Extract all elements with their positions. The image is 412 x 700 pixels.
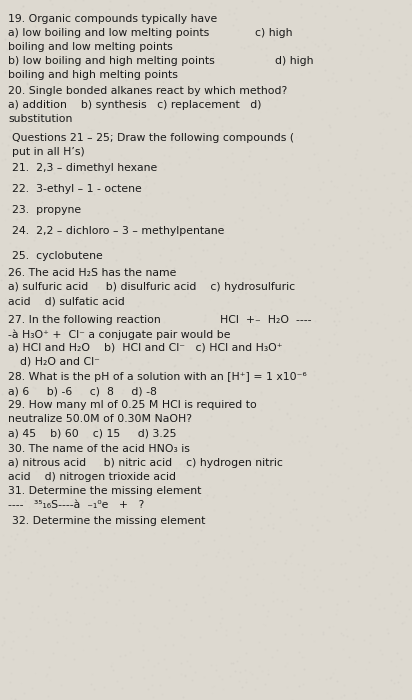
Text: a) nitrous acid     b) nitric acid    c) hydrogen nitric: a) nitrous acid b) nitric acid c) hydrog… bbox=[8, 458, 283, 468]
Text: ----   ³⁵₁₆S----à  ₋₁⁰e   +   ?: ---- ³⁵₁₆S----à ₋₁⁰e + ? bbox=[8, 500, 144, 510]
Text: 28. What is the pH of a solution with an [H⁺] = 1 x10⁻⁶: 28. What is the pH of a solution with an… bbox=[8, 372, 307, 382]
Text: 21.  2,3 – dimethyl hexane: 21. 2,3 – dimethyl hexane bbox=[12, 163, 157, 173]
Text: d) H₂O and Cl⁻: d) H₂O and Cl⁻ bbox=[20, 357, 100, 367]
Text: acid    d) nitrogen trioxide acid: acid d) nitrogen trioxide acid bbox=[8, 472, 176, 482]
Text: boiling and high melting points: boiling and high melting points bbox=[8, 70, 178, 80]
Text: c) high: c) high bbox=[255, 28, 293, 38]
Text: 27. In the following reaction: 27. In the following reaction bbox=[8, 315, 161, 325]
Text: a) HCl and H₂O    b)  HCl and Cl⁻   c) HCl and H₃O⁺: a) HCl and H₂O b) HCl and Cl⁻ c) HCl and… bbox=[8, 343, 283, 353]
Text: HCl  +₋  H₂O  ----: HCl +₋ H₂O ---- bbox=[220, 315, 311, 325]
Text: 26. The acid H₂S has the name: 26. The acid H₂S has the name bbox=[8, 268, 176, 278]
Text: 30. The name of the acid HNO₃ is: 30. The name of the acid HNO₃ is bbox=[8, 444, 190, 454]
Text: -à H₃O⁺ +  Cl⁻ a conjugate pair would be: -à H₃O⁺ + Cl⁻ a conjugate pair would be bbox=[8, 329, 230, 340]
Text: 31. Determine the missing element: 31. Determine the missing element bbox=[8, 486, 201, 496]
Text: Questions 21 – 25; Draw the following compounds (: Questions 21 – 25; Draw the following co… bbox=[12, 133, 294, 143]
Text: 24.  2,2 – dichloro – 3 – methylpentane: 24. 2,2 – dichloro – 3 – methylpentane bbox=[12, 226, 225, 236]
Text: 29. How many ml of 0.25 M HCl is required to: 29. How many ml of 0.25 M HCl is require… bbox=[8, 400, 257, 410]
Text: neutralize 50.0M of 0.30M NaOH?: neutralize 50.0M of 0.30M NaOH? bbox=[8, 414, 192, 424]
Text: b) low boiling and high melting points: b) low boiling and high melting points bbox=[8, 56, 215, 66]
Text: acid    d) sulfatic acid: acid d) sulfatic acid bbox=[8, 296, 125, 306]
Text: d) high: d) high bbox=[275, 56, 314, 66]
Text: substitution: substitution bbox=[8, 114, 73, 124]
Text: a) sulfuric acid     b) disulfuric acid    c) hydrosulfuric: a) sulfuric acid b) disulfuric acid c) h… bbox=[8, 282, 295, 292]
Text: a) low boiling and low melting points: a) low boiling and low melting points bbox=[8, 28, 209, 38]
Text: 22.  3-ethyl – 1 - octene: 22. 3-ethyl – 1 - octene bbox=[12, 184, 142, 194]
Text: 25.  cyclobutene: 25. cyclobutene bbox=[12, 251, 103, 261]
Text: put in all H’s): put in all H’s) bbox=[12, 147, 85, 157]
Text: a) addition    b) synthesis   c) replacement   d): a) addition b) synthesis c) replacement … bbox=[8, 100, 262, 110]
Text: a) 6     b) -6     c)  8     d) -8: a) 6 b) -6 c) 8 d) -8 bbox=[8, 386, 157, 396]
Text: boiling and low melting points: boiling and low melting points bbox=[8, 42, 173, 52]
Text: 19. Organic compounds typically have: 19. Organic compounds typically have bbox=[8, 14, 217, 24]
Text: 32. Determine the missing element: 32. Determine the missing element bbox=[12, 516, 205, 526]
Text: a) 45    b) 60    c) 15     d) 3.25: a) 45 b) 60 c) 15 d) 3.25 bbox=[8, 428, 176, 438]
Text: 20. Single bonded alkanes react by which method?: 20. Single bonded alkanes react by which… bbox=[8, 86, 287, 96]
Text: 23.  propyne: 23. propyne bbox=[12, 205, 81, 215]
